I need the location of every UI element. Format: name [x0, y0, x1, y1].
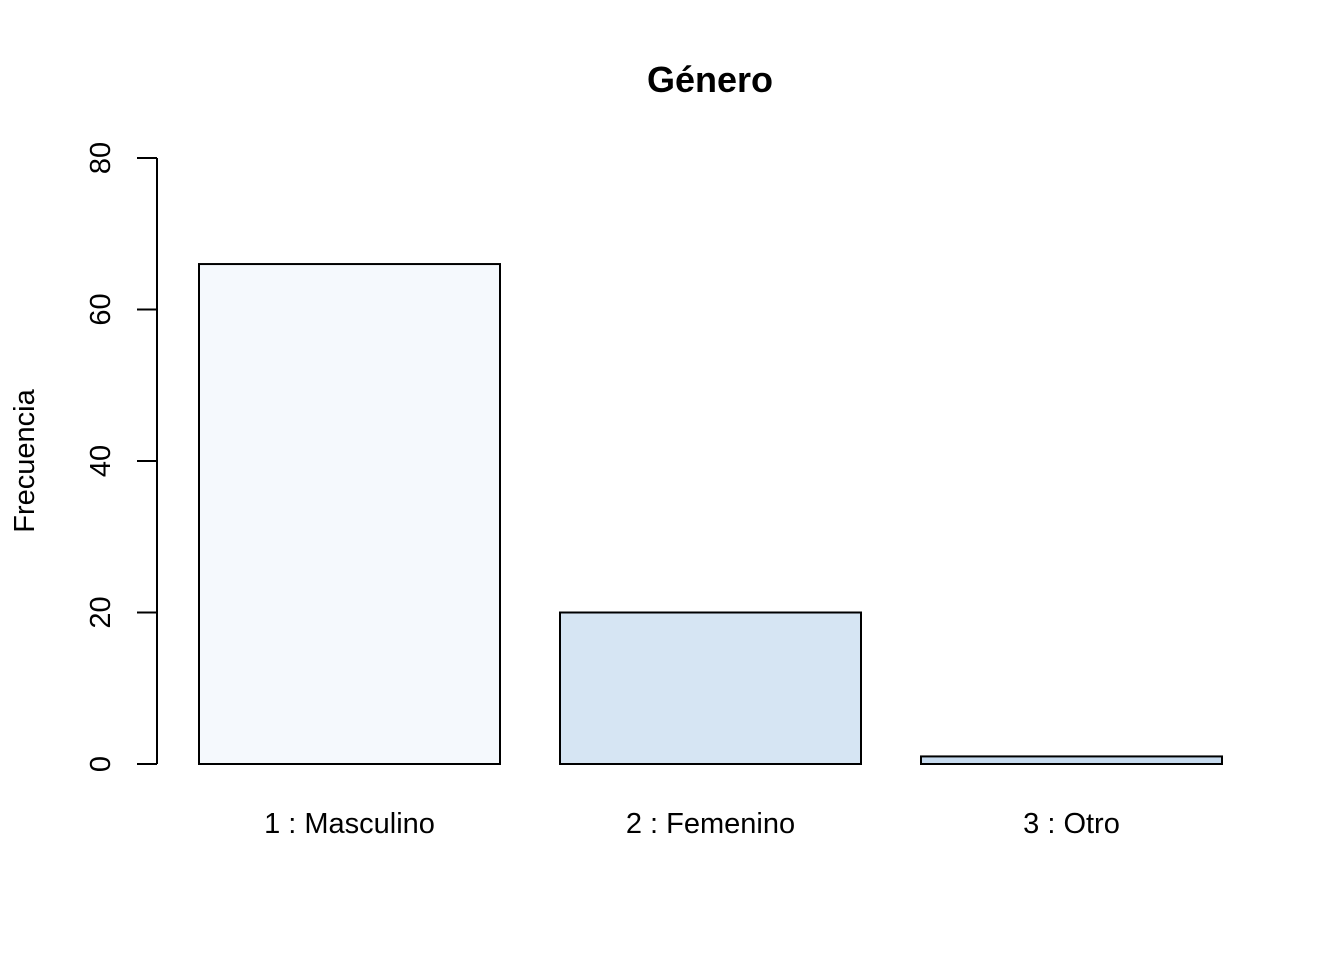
- x-axis-labels: 1 : Masculino 2 : Femenino 3 : Otro: [264, 808, 1120, 840]
- y-tick-label: 80: [85, 142, 117, 174]
- x-tick-label: 2 : Femenino: [626, 808, 795, 840]
- x-tick-label: 3 : Otro: [1023, 808, 1120, 840]
- bars: [198, 263, 1223, 765]
- x-tick-label: 1 : Masculino: [264, 808, 435, 840]
- y-tick-label: 60: [85, 293, 117, 325]
- y-tick-label: 40: [85, 445, 117, 477]
- y-axis: 0 20 40 60 80: [85, 142, 158, 772]
- y-tick-label: 0: [85, 756, 117, 772]
- chart-title: Género: [647, 59, 773, 100]
- y-axis-label: Frecuencia: [9, 388, 41, 532]
- y-tick-label: 20: [85, 596, 117, 628]
- bar: [559, 611, 862, 765]
- bar: [920, 755, 1223, 765]
- bar: [198, 263, 501, 765]
